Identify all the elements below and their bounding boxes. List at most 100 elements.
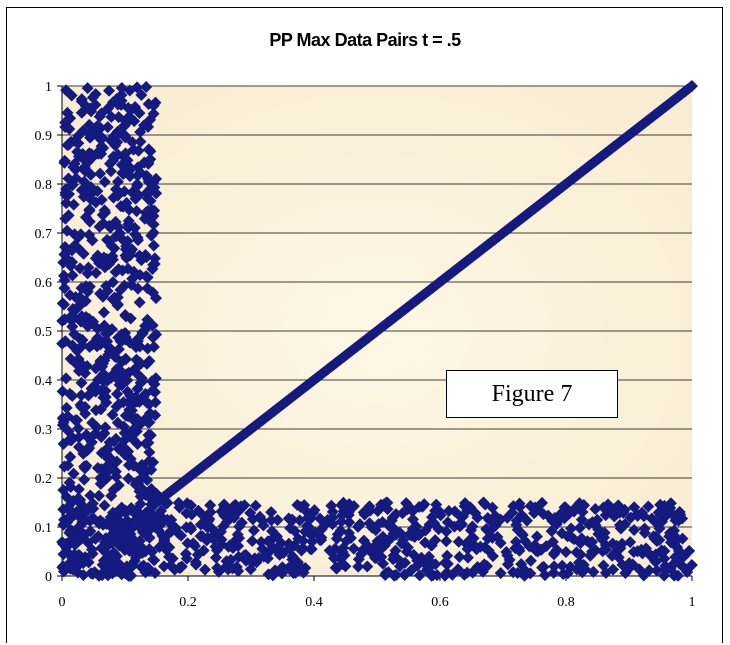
data-point	[133, 296, 146, 309]
data-point	[133, 356, 146, 369]
data-point	[128, 115, 141, 128]
data-point	[624, 511, 637, 524]
data-point	[57, 416, 70, 429]
data-point	[570, 563, 583, 576]
data-point	[73, 365, 86, 378]
data-point	[672, 544, 685, 557]
data-point	[432, 523, 445, 536]
data-point	[96, 475, 109, 488]
data-point	[134, 135, 147, 148]
data-point	[120, 251, 133, 264]
data-point	[209, 540, 222, 553]
data-point	[68, 241, 81, 254]
data-point	[83, 204, 96, 217]
data-point	[58, 154, 71, 167]
data-point	[461, 551, 474, 564]
x-tick-label: 0.8	[557, 595, 575, 610]
data-point	[121, 385, 134, 398]
data-point	[107, 150, 120, 163]
data-point	[63, 138, 76, 151]
data-point	[100, 396, 113, 409]
data-point	[489, 509, 502, 522]
data-point	[121, 154, 134, 167]
data-point	[559, 501, 572, 514]
data-point	[159, 497, 172, 510]
data-point	[385, 531, 398, 544]
data-point	[69, 414, 82, 427]
data-point	[62, 500, 75, 513]
data-point	[640, 542, 653, 555]
data-point	[314, 512, 327, 525]
data-point	[147, 99, 160, 112]
data-point	[463, 534, 476, 547]
data-point	[111, 189, 124, 202]
data-point	[75, 376, 88, 389]
data-point	[172, 496, 185, 509]
data-point	[108, 242, 121, 255]
data-point	[202, 514, 215, 527]
data-point	[342, 508, 355, 521]
data-point	[133, 340, 146, 353]
x-tick-label: 0.6	[431, 595, 449, 610]
data-point	[545, 525, 558, 538]
data-point	[614, 519, 627, 532]
data-point	[146, 331, 159, 344]
data-point	[69, 538, 82, 551]
data-point	[291, 498, 304, 511]
data-point	[513, 542, 526, 555]
data-point	[589, 502, 602, 515]
data-point	[148, 378, 161, 391]
data-point	[257, 519, 270, 532]
data-point	[548, 560, 561, 573]
data-point	[185, 508, 198, 521]
data-point	[402, 500, 415, 513]
data-point	[303, 527, 316, 540]
data-point	[58, 460, 71, 473]
data-point	[77, 247, 90, 260]
data-point	[129, 423, 142, 436]
data-point	[398, 568, 411, 581]
data-point	[330, 561, 343, 574]
data-point	[283, 542, 296, 555]
chart-title: PP Max Data Pairs t = .5	[269, 30, 461, 50]
data-point	[381, 503, 394, 516]
data-point	[96, 516, 109, 529]
data-point	[85, 543, 98, 556]
data-point	[169, 522, 182, 535]
data-point	[123, 544, 136, 557]
data-point	[58, 282, 71, 295]
data-point	[89, 266, 102, 279]
data-point	[68, 228, 81, 241]
data-point	[228, 511, 241, 524]
data-point	[406, 522, 419, 535]
data-point	[91, 340, 104, 353]
data-point	[470, 543, 483, 556]
data-point	[240, 554, 253, 567]
data-point	[111, 175, 124, 188]
data-point	[122, 221, 135, 234]
data-point	[494, 536, 507, 549]
data-point	[114, 283, 127, 296]
y-tick-label: 0.9	[35, 129, 53, 144]
data-point	[262, 535, 275, 548]
data-point	[95, 430, 108, 443]
data-point	[413, 569, 426, 582]
data-point	[63, 476, 76, 489]
data-point	[573, 521, 586, 534]
data-point	[147, 239, 160, 252]
data-point	[352, 553, 365, 566]
data-point	[352, 560, 365, 573]
data-point	[145, 229, 158, 242]
figure-label: Figure 7	[446, 370, 618, 418]
y-tick-label: 0.6	[35, 276, 53, 291]
data-point	[57, 269, 70, 282]
data-point	[123, 84, 136, 97]
data-point	[418, 498, 431, 511]
data-point	[117, 168, 130, 181]
data-point	[94, 354, 107, 367]
data-point	[376, 557, 389, 570]
data-point	[64, 562, 77, 575]
data-point	[204, 506, 217, 519]
data-point	[334, 524, 347, 537]
data-point	[119, 310, 132, 323]
